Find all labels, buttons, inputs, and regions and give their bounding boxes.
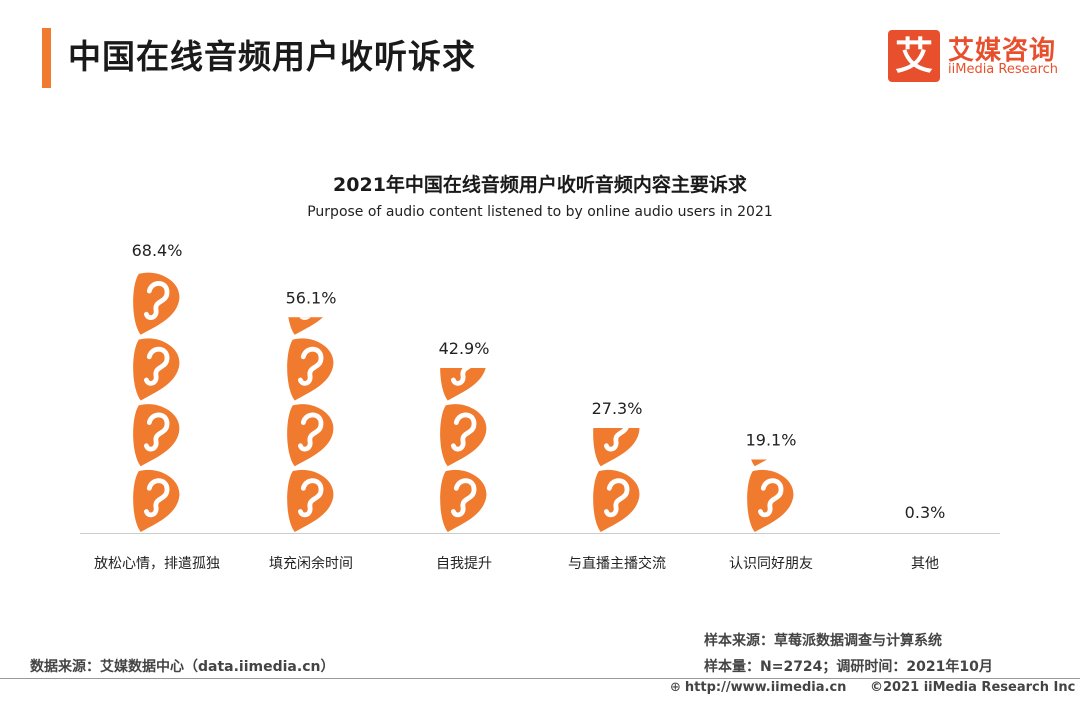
ear-pictogram-curl [143,478,170,518]
ear-pictogram [908,531,910,532]
ear-pictogram-curl [757,478,784,518]
sample-source-note: 样本来源：草莓派数据调查与计算系统 [704,633,942,649]
ear-pictogram-curl [760,283,781,317]
ear-pictogram-curl [603,428,629,452]
data-source-note: 数据来源：艾媒数据中心（data.iimedia.cn） [30,659,335,675]
ear-pictogram-curl [299,317,311,320]
sample-size-note: 样本量：N=2724；调研时间：2021年10月 [704,659,993,675]
ear-pictogram-curl [297,478,324,518]
ear-pictogram-curl [760,349,781,383]
bar-2 [287,317,334,532]
value-label: 42.9% [439,339,490,358]
ear-pictogram [901,404,947,466]
category-label: 认识同好朋友 [729,556,813,572]
ear-pictogram [593,338,639,400]
logo-mark: 艾 [888,30,940,82]
ear-pictogram-curl [297,346,324,386]
category-label: 其他 [911,556,939,572]
footer-copyright: ©2021 iiMedia Research Inc [870,680,1076,695]
ear-pictogram-curl [450,368,471,386]
ear-pictogram [440,273,486,335]
ear-pictogram [747,338,793,400]
footer-divider [0,678,1080,679]
footer-url[interactable]: ⊕ http://www.iimedia.cn [670,680,846,695]
chart-subtitle: Purpose of audio content listened to by … [307,204,773,220]
logo-name-en: iiMedia Research [948,62,1059,77]
ear-pictogram-curl [143,281,170,320]
ear-pictogram [593,273,639,335]
ear-pictogram-curl [606,349,627,383]
ear-pictogram-curl [603,478,630,518]
ear-pictogram [288,317,323,335]
page-title: 中国在线音频用户收听诉求 [68,37,476,76]
value-label: 0.3% [905,503,946,522]
value-label: 56.1% [286,288,337,307]
chart-title: 2021年中国在线音频用户收听音频内容主要诉求 [333,174,747,196]
ear-pictogram [901,273,947,335]
ear-pictogram-curl [914,349,935,383]
value-label: 19.1% [746,431,797,450]
footer-url-text[interactable]: http://www.iimedia.cn [684,680,847,695]
logo-name-cn: 艾媒咨询 [948,36,1057,66]
ear-pictogram [751,459,768,467]
ear-pictogram [440,368,486,401]
ear-pictogram-curl [143,412,170,452]
ear-pictogram-curl [450,478,477,518]
ear-pictogram [747,273,793,335]
category-label: 填充闲余时间 [269,555,353,572]
ear-pictogram-curl [297,412,324,452]
category-label: 与直播主播交流 [568,555,666,572]
globe-icon: ⊕ [670,680,681,695]
iimedia-logo: 艾 艾媒咨询 iiMedia Research [888,30,1068,84]
ear-pictogram-curl [143,346,170,386]
category-label: 自我提升 [436,556,492,572]
bar-6 [901,273,947,532]
title-accent-bar [42,28,51,88]
bar-5 [747,273,794,532]
bar-1 [133,272,180,532]
bar-3 [440,273,487,532]
ear-pictogram-curl [914,283,935,317]
value-label: 68.4% [132,241,183,260]
ear-pictogram-curl [914,415,935,449]
ear-pictogram [901,338,947,400]
ear-pictogram-curl [450,412,477,452]
ear-pictogram-curl [453,283,474,317]
category-label: 放松心情，排遣孤独 [94,556,220,572]
bar-4 [593,273,640,532]
ear-pictogram-curl [606,283,627,317]
value-label: 27.3% [592,399,643,418]
